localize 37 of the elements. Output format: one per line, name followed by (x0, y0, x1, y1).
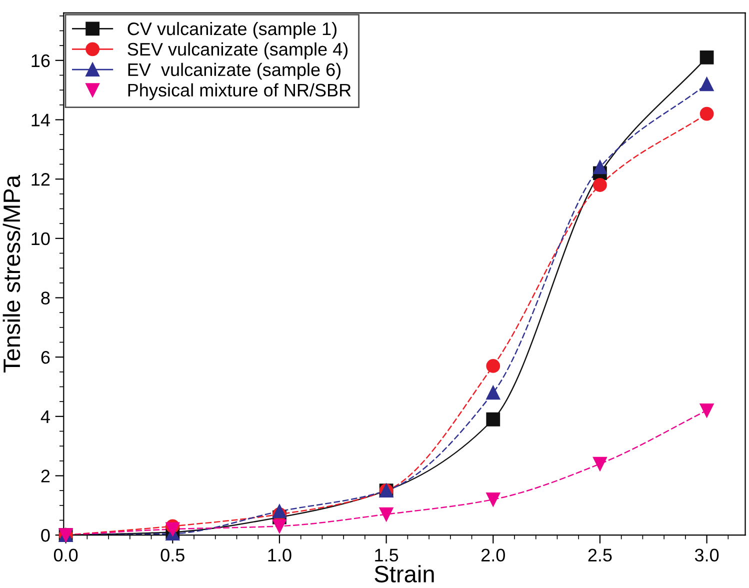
x-tick-label: 1.5 (375, 548, 398, 562)
point (486, 386, 500, 400)
point (700, 50, 714, 64)
point (593, 178, 607, 192)
point (593, 160, 607, 174)
y-tick-label: 16 (32, 54, 50, 68)
y-tick-label: 10 (32, 232, 50, 246)
y-axis-title: Tensile stress/MPa (2, 174, 20, 373)
x-tick-label: 3.0 (694, 548, 719, 562)
y-tick-label: 0 (41, 529, 50, 542)
point (700, 404, 714, 418)
point (486, 412, 500, 426)
x-tick-label: 2.5 (588, 548, 612, 562)
x-tick-label: 0.5 (160, 548, 184, 562)
x-tick-label: 2.0 (481, 548, 505, 562)
y-tick-label: 4 (40, 410, 50, 423)
legend-label: EV vulcanizate (sample 6) (128, 62, 340, 80)
point (486, 359, 500, 373)
x-tick-label: 0.0 (54, 548, 78, 562)
legend-label: CV vulcanizate (sample 1) (128, 22, 336, 39)
y-tick-label: 6 (41, 351, 50, 364)
x-tick-label: 1.0 (268, 548, 292, 562)
legend-label: SEV vulcanizate (sample 4) (128, 42, 348, 60)
y-tick-label: 2 (41, 470, 50, 482)
point (700, 106, 714, 121)
point (166, 522, 180, 536)
point (593, 456, 607, 471)
y-tick-label: 14 (32, 114, 50, 126)
legend-label: Physical mixture of NR/SBR (128, 83, 351, 100)
point (272, 504, 286, 518)
y-tick-label: 8 (41, 292, 50, 304)
point (272, 519, 286, 534)
point (486, 492, 500, 506)
x-axis-title: Strain (374, 565, 434, 582)
point (379, 507, 394, 522)
y-tick-label: 12 (32, 173, 50, 186)
point (700, 77, 714, 92)
